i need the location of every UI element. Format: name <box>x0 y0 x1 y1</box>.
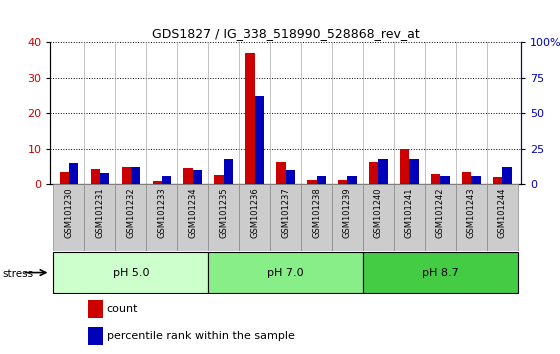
Bar <box>115 184 146 251</box>
Bar <box>91 169 100 184</box>
Bar <box>54 184 85 251</box>
Text: GSM101231: GSM101231 <box>95 188 104 238</box>
Bar <box>400 149 409 184</box>
Bar <box>493 177 502 184</box>
Bar <box>502 167 511 184</box>
Bar <box>348 176 357 184</box>
Bar <box>270 184 301 251</box>
Bar <box>88 327 103 345</box>
Text: pH 7.0: pH 7.0 <box>267 268 304 278</box>
Bar <box>239 184 270 251</box>
Bar <box>456 184 487 251</box>
Text: GSM101232: GSM101232 <box>127 188 136 238</box>
Text: GSM101241: GSM101241 <box>405 188 414 238</box>
Text: GSM101242: GSM101242 <box>436 188 445 238</box>
Bar <box>462 172 472 184</box>
Bar <box>223 159 233 184</box>
Bar <box>409 159 419 184</box>
Text: GSM101243: GSM101243 <box>467 188 476 238</box>
Bar <box>208 184 239 251</box>
Bar <box>255 96 264 184</box>
Text: count: count <box>107 304 138 314</box>
Bar <box>162 176 171 184</box>
Bar <box>440 176 450 184</box>
Text: GSM101238: GSM101238 <box>312 188 321 238</box>
Text: GSM101234: GSM101234 <box>188 188 197 238</box>
Bar <box>184 168 193 184</box>
Text: pH 5.0: pH 5.0 <box>113 268 149 278</box>
Text: GSM101237: GSM101237 <box>281 188 290 238</box>
Text: GSM101233: GSM101233 <box>157 188 166 238</box>
Bar <box>307 180 316 184</box>
Bar <box>276 162 286 184</box>
Bar <box>100 173 109 184</box>
Bar <box>472 176 480 184</box>
Bar <box>88 300 103 318</box>
Text: pH 8.7: pH 8.7 <box>422 268 459 278</box>
Text: percentile rank within the sample: percentile rank within the sample <box>107 331 295 341</box>
Bar <box>178 184 208 251</box>
Bar <box>146 184 178 251</box>
Title: GDS1827 / IG_338_518990_528868_rev_at: GDS1827 / IG_338_518990_528868_rev_at <box>152 27 419 40</box>
Text: GSM101240: GSM101240 <box>374 188 383 238</box>
Bar <box>301 184 332 251</box>
Bar <box>131 167 140 184</box>
Bar <box>369 162 379 184</box>
Bar <box>152 181 162 184</box>
Bar <box>338 180 348 184</box>
Bar <box>487 184 517 251</box>
Bar <box>363 252 517 293</box>
Bar <box>245 53 255 184</box>
Bar <box>363 184 394 251</box>
Bar <box>69 163 78 184</box>
Bar <box>431 174 440 184</box>
Bar <box>425 184 456 251</box>
Bar <box>214 175 223 184</box>
Bar <box>122 167 131 184</box>
Bar <box>60 172 69 184</box>
Bar <box>208 252 363 293</box>
Bar <box>193 170 202 184</box>
Text: GSM101230: GSM101230 <box>64 188 73 238</box>
Bar <box>332 184 363 251</box>
Bar <box>394 184 425 251</box>
Bar <box>286 170 295 184</box>
Bar <box>54 252 208 293</box>
Bar <box>85 184 115 251</box>
Text: GSM101244: GSM101244 <box>498 188 507 238</box>
Text: GSM101239: GSM101239 <box>343 188 352 238</box>
Text: GSM101236: GSM101236 <box>250 188 259 238</box>
Bar <box>379 159 388 184</box>
Bar <box>316 176 326 184</box>
Text: GSM101235: GSM101235 <box>219 188 228 238</box>
Text: stress: stress <box>3 269 34 279</box>
